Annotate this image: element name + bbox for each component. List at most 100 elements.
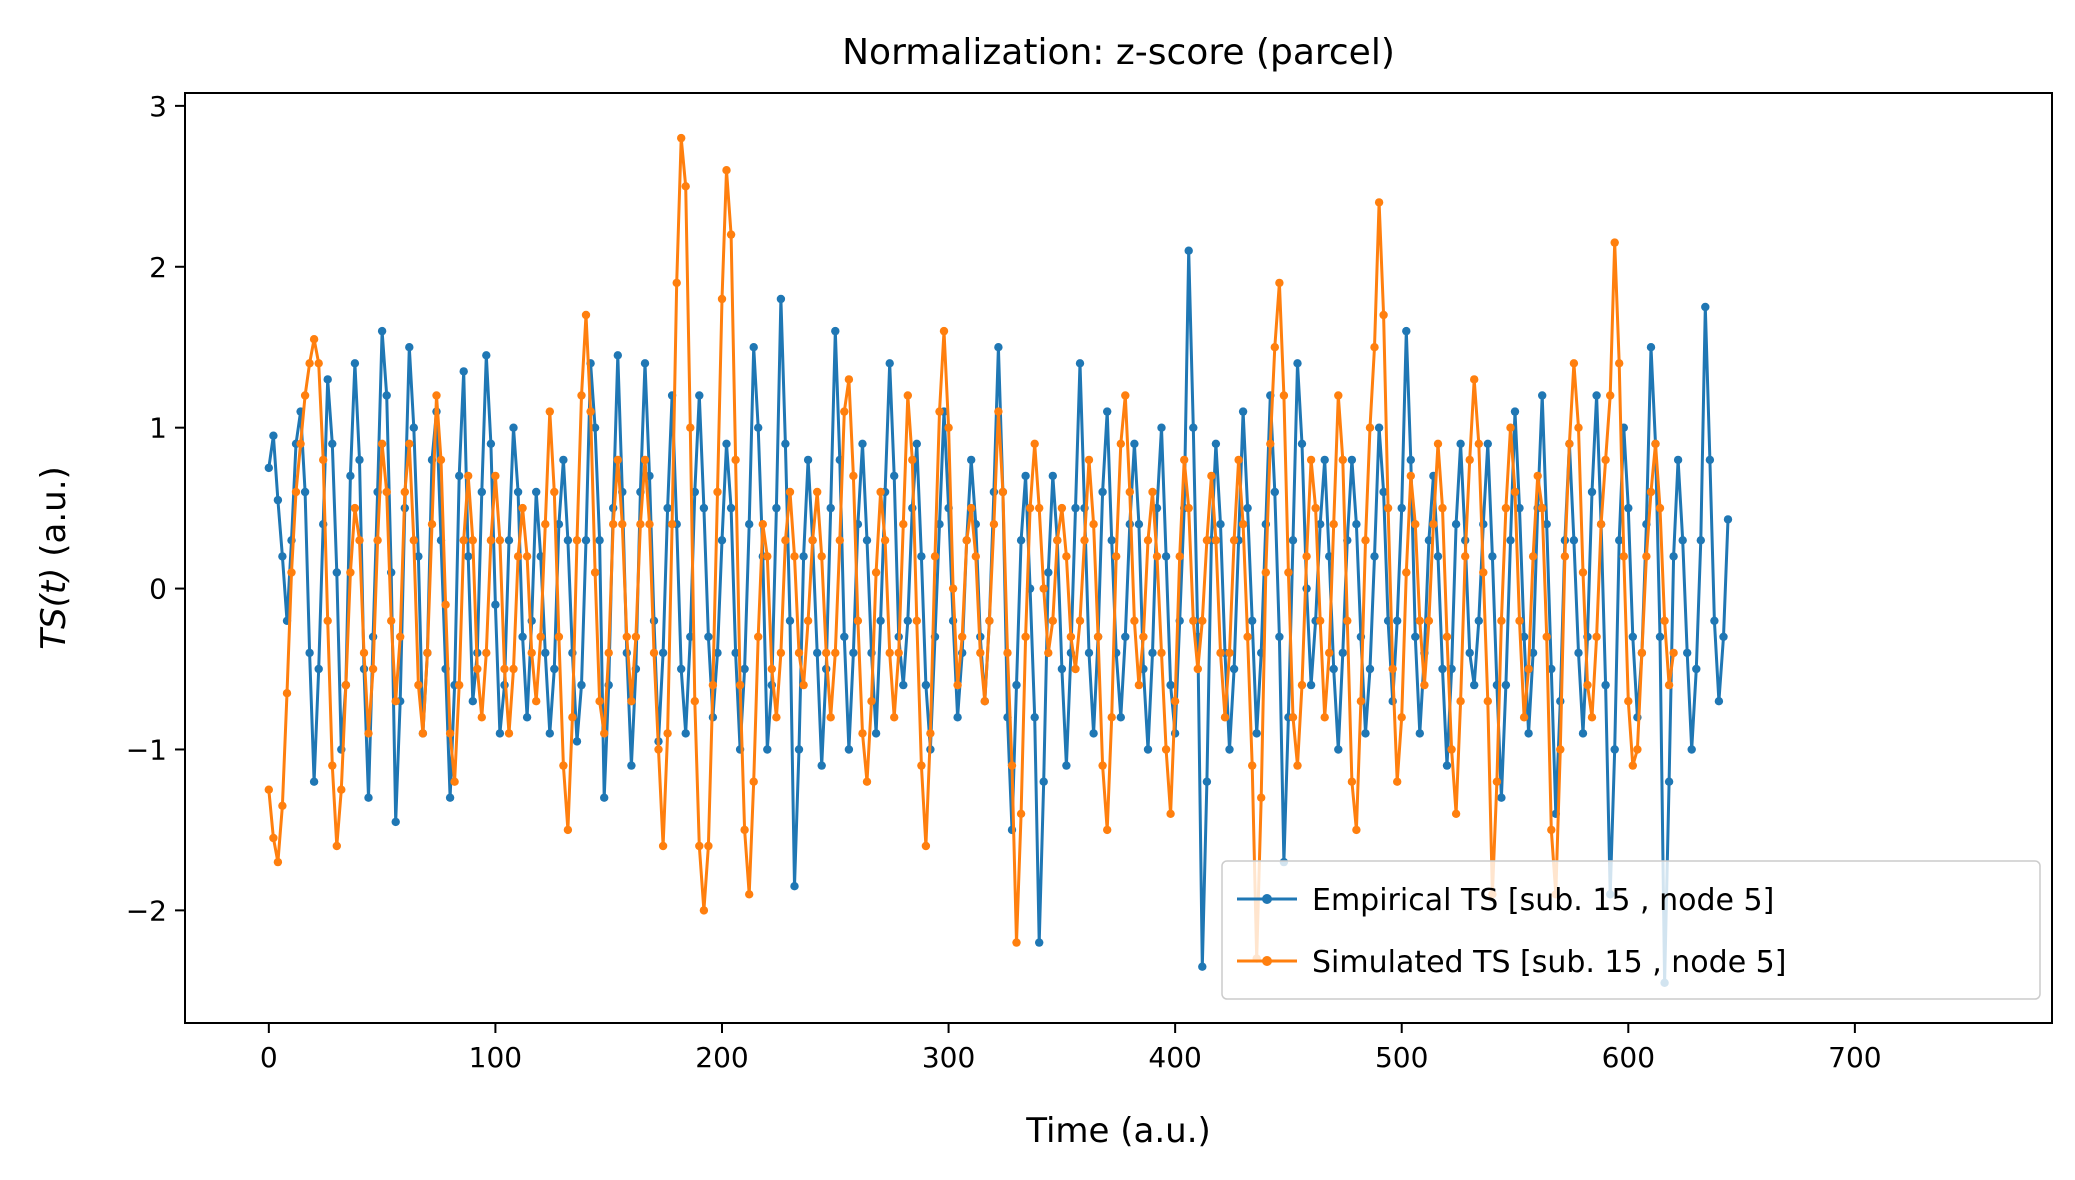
data-point [1596,520,1606,529]
data-point [754,632,763,641]
data-point [1220,713,1230,722]
data-point [822,648,831,658]
data-point [600,793,609,802]
data-point [745,890,754,899]
data-point [726,503,736,513]
data-point [731,455,740,465]
data-point [300,391,310,400]
data-point [577,391,586,400]
data-point [803,455,813,465]
data-point [405,439,414,448]
data-point [509,423,518,432]
data-point [1084,648,1094,658]
data-point [1071,664,1080,674]
data-point [482,351,491,360]
data-point [1628,761,1638,770]
data-point [876,487,885,497]
data-point [967,503,976,513]
data-point [1610,238,1619,247]
data-point [1093,632,1103,641]
data-point [550,664,559,674]
data-point [287,568,296,577]
data-point [1306,680,1316,690]
data-point [636,520,645,529]
data-point [296,439,305,448]
data-point [273,857,283,867]
data-point [1338,648,1348,658]
data-point [1089,729,1098,738]
data-point [677,133,686,143]
data-point [1044,568,1053,577]
data-point [717,536,727,545]
data-point [1148,648,1157,658]
data-point [912,439,921,448]
data-point [1275,632,1284,641]
data-point [785,487,795,497]
data-point [1483,439,1493,448]
data-point [1383,503,1393,513]
data-point [1075,359,1085,368]
data-point [414,552,423,561]
data-point [455,680,464,690]
data-point [527,648,536,658]
data-point [663,729,672,738]
data-point [1107,713,1116,722]
data-point [840,407,849,416]
data-point [1420,680,1429,690]
data-point [1669,648,1678,658]
data-point [305,359,314,368]
data-point [1610,745,1619,754]
data-point [1456,439,1465,448]
data-point [903,616,912,625]
y-tick-label: −2 [126,894,167,927]
data-point [740,664,749,674]
data-point [1438,664,1447,674]
data-point [577,680,586,690]
data-point [817,761,826,770]
data-point [264,785,273,794]
y-axis: −2 −1 0 1 2 3 [126,90,185,927]
data-point [545,407,554,416]
data-point [1075,616,1085,625]
data-point [1655,503,1665,513]
data-point [1587,487,1597,497]
data-point [686,423,695,432]
data-point [754,423,763,432]
data-point [640,455,650,465]
data-point [1660,616,1669,625]
data-point [414,680,423,690]
data-point [1012,680,1021,690]
data-point [382,391,391,400]
data-point [690,697,699,706]
data-point [776,648,786,658]
data-point [1465,648,1474,658]
data-point [1352,825,1361,835]
y-tick-label: 2 [149,251,167,284]
data-point [640,359,650,368]
data-point [328,439,337,448]
data-point [1293,359,1302,368]
data-point [1542,632,1551,641]
data-point [1229,664,1239,674]
data-point [1198,962,1207,971]
data-point [1012,938,1021,947]
data-point [1606,391,1615,400]
data-point [477,713,486,722]
data-point [858,439,867,448]
data-point [695,391,704,400]
data-point [1397,713,1406,722]
data-point [1538,503,1547,513]
data-point [1107,536,1116,545]
x-tick-label: 400 [1148,1041,1201,1074]
data-point [1710,616,1719,625]
data-point [536,632,545,641]
data-point [1515,503,1524,513]
data-point [1270,487,1280,497]
data-point [799,552,808,561]
data-point [445,729,455,738]
data-point [396,632,405,641]
data-point [1007,761,1017,770]
data-point [826,503,835,513]
data-point [586,407,595,416]
x-tick-label: 0 [260,1041,278,1074]
